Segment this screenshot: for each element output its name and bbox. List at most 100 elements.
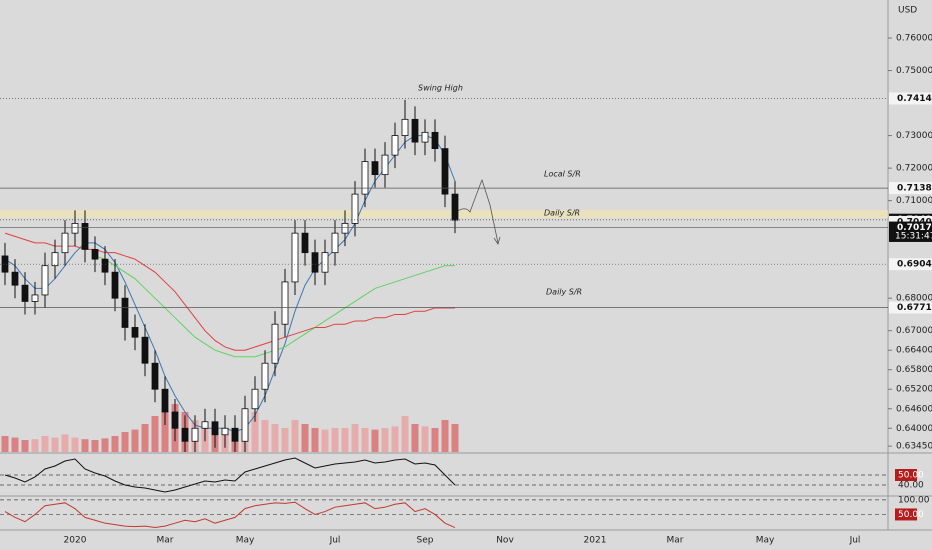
- volume-bar: [361, 428, 369, 452]
- candle-body: [351, 193, 359, 224]
- candle-body: [41, 265, 49, 296]
- candle-body: [111, 271, 119, 299]
- volume-bar: [21, 440, 29, 452]
- volume-bar: [151, 416, 159, 452]
- volume-bar: [41, 436, 49, 452]
- candle-body: [161, 388, 169, 413]
- volume-bar: [111, 436, 119, 452]
- candle-body: [331, 232, 339, 254]
- moving-average: [4, 232, 455, 351]
- y-tick-label: 0.67000: [896, 326, 932, 336]
- volume-bar: [401, 416, 409, 452]
- y-tick-label: 0.64000: [896, 424, 932, 434]
- y-tick-label: 0.65200: [896, 385, 932, 395]
- candle-body: [1, 255, 9, 273]
- volume-bar: [351, 424, 359, 452]
- candle-body: [401, 118, 409, 136]
- candle-body: [451, 193, 459, 221]
- price-badge-label: 0.67714: [897, 303, 932, 313]
- volume-bar: [421, 426, 429, 452]
- annotation: Local S/R: [544, 170, 581, 179]
- volume-bar: [341, 428, 349, 452]
- volume-bar: [1, 436, 9, 452]
- price-badge-label: 0.70172: [897, 223, 932, 233]
- osc-badge: [895, 508, 917, 521]
- y-tick-label: 0.71000: [896, 196, 932, 206]
- x-tick-label: Sep: [417, 536, 434, 546]
- volume-bar: [271, 424, 279, 452]
- volume-bar: [91, 440, 99, 452]
- candle-body: [371, 161, 379, 176]
- candle-body: [131, 327, 139, 338]
- countdown-label: 15:31:47: [895, 231, 932, 241]
- osc-tick-label: 50.00: [898, 471, 924, 481]
- candle-body: [141, 336, 149, 364]
- candle-body: [271, 323, 279, 364]
- volume-bar: [261, 420, 269, 452]
- x-tick-label: May: [236, 536, 255, 546]
- volume-bar: [101, 438, 109, 452]
- y-tick-label: 0.65800: [896, 365, 932, 375]
- volume-bar: [381, 428, 389, 452]
- candle-body: [231, 427, 239, 442]
- volume-bar: [71, 437, 79, 452]
- osc-badge: [895, 469, 917, 481]
- y-tick-label: 0.72000: [896, 164, 932, 174]
- candle-body: [301, 232, 309, 254]
- countdown-badge: [889, 229, 932, 242]
- candle-body: [191, 427, 199, 442]
- osc-tick-label: 40.00: [898, 481, 924, 491]
- candle-body: [421, 131, 429, 143]
- volume-bar: [431, 428, 439, 452]
- candle-body: [441, 148, 449, 195]
- volume-bar: [131, 429, 139, 452]
- volume-bar: [51, 437, 59, 452]
- volume-bar: [451, 424, 459, 452]
- annotation: Swing High: [418, 84, 463, 93]
- price-badge-label: 0.71385: [897, 184, 932, 194]
- candle-body: [361, 161, 369, 195]
- candle-body: [81, 222, 89, 250]
- candle-body: [321, 252, 329, 273]
- volume-bar: [31, 439, 39, 452]
- volume-bar: [281, 428, 289, 452]
- axis-unit: USD: [898, 6, 917, 16]
- x-tick-label: May: [756, 536, 775, 546]
- y-tick-label: 0.68000: [896, 294, 932, 304]
- candle-body: [291, 232, 299, 283]
- y-tick-label: 0.73000: [896, 131, 932, 141]
- candle-body: [381, 154, 389, 176]
- y-tick-label: 0.66400: [896, 346, 932, 356]
- x-tick-label: Mar: [157, 536, 174, 546]
- oscillator-line: [4, 457, 456, 493]
- candle-body: [251, 388, 259, 410]
- volume-bar: [61, 434, 69, 452]
- candle-body: [211, 421, 219, 436]
- candle-body: [411, 118, 419, 143]
- osc-tick-label: 100.00: [898, 495, 930, 505]
- volume-bar: [81, 439, 89, 452]
- x-tick-label: 2021: [584, 536, 607, 546]
- y-tick-label: 0.63450: [896, 442, 932, 452]
- volume-bar: [291, 420, 299, 452]
- x-tick-label: Mar: [667, 536, 684, 546]
- candle-body: [181, 427, 189, 442]
- price-badge-label: 0.69045: [897, 260, 932, 270]
- volume-bar: [141, 424, 149, 452]
- candle-body: [171, 411, 179, 429]
- candle-body: [261, 362, 269, 390]
- volume-bar: [371, 429, 379, 452]
- candle-body: [121, 297, 129, 328]
- volume-bar: [321, 429, 329, 452]
- volume-bar: [161, 408, 169, 452]
- volume-bar: [441, 420, 449, 452]
- candle-body: [391, 135, 399, 156]
- oscillator-line: [4, 501, 456, 529]
- volume-bar: [301, 424, 309, 452]
- y-tick-label: 0.75000: [896, 66, 932, 76]
- volume-bar: [121, 432, 129, 452]
- y-tick-label: 0.64600: [896, 404, 932, 414]
- candle-body: [101, 258, 109, 273]
- x-tick-label: 2020: [64, 536, 87, 546]
